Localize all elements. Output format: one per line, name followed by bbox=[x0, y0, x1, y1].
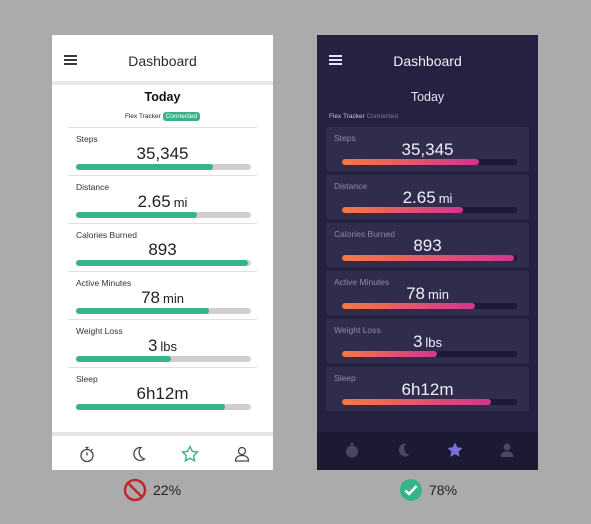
user-icon[interactable] bbox=[497, 440, 517, 460]
progress-bar bbox=[76, 212, 251, 218]
metric-label: Sleep bbox=[76, 374, 98, 384]
star-icon[interactable] bbox=[180, 444, 200, 464]
metric-label: Active Minutes bbox=[334, 277, 390, 287]
metric-value: 35,345 bbox=[136, 144, 189, 163]
metric-value: 2.65 mi bbox=[137, 192, 188, 211]
progress-fill bbox=[342, 351, 437, 357]
page-title: Dashboard bbox=[128, 53, 197, 69]
metric-value: 893 bbox=[413, 236, 442, 255]
progress-fill bbox=[342, 159, 479, 165]
prohibited-icon bbox=[123, 478, 147, 502]
light-theme-mockup: Dashboard Today Flex Tracker Connected S… bbox=[52, 35, 273, 470]
metric-card-calories[interactable]: Calories Burned 893 bbox=[68, 223, 257, 271]
connected-badge: Connected bbox=[162, 112, 201, 121]
result-percent: 22% bbox=[153, 482, 182, 498]
progress-bar bbox=[76, 260, 251, 266]
connected-badge: Connected bbox=[366, 113, 399, 120]
metric-label: Active Minutes bbox=[76, 278, 132, 288]
metric-label: Distance bbox=[76, 182, 110, 192]
bottom-tab-bar bbox=[52, 432, 273, 470]
metric-card-steps[interactable]: Steps 35,345 bbox=[326, 127, 529, 171]
progress-bar bbox=[342, 399, 517, 405]
stopwatch-icon[interactable] bbox=[77, 444, 97, 464]
progress-fill bbox=[342, 399, 491, 405]
progress-fill bbox=[76, 356, 171, 362]
star-icon[interactable] bbox=[445, 440, 465, 460]
progress-fill bbox=[76, 404, 225, 410]
moon-icon[interactable] bbox=[393, 440, 413, 460]
metric-card-active-minutes[interactable]: Active Minutes 78 min bbox=[68, 271, 257, 319]
metric-value: 893 bbox=[148, 240, 177, 259]
user-icon[interactable] bbox=[232, 444, 252, 464]
progress-fill bbox=[76, 212, 197, 218]
metric-card-weight-loss[interactable]: Weight Loss 3 lbs bbox=[326, 319, 529, 363]
metric-label: Calories Burned bbox=[334, 229, 395, 239]
metric-card-active-minutes[interactable]: Active Minutes 78 min bbox=[326, 271, 529, 315]
metric-value: 78 min bbox=[141, 288, 184, 307]
header: Dashboard bbox=[52, 35, 273, 85]
moon-icon[interactable] bbox=[128, 444, 148, 464]
metric-value: 78 min bbox=[406, 284, 449, 303]
metric-value: 6h12m bbox=[401, 380, 454, 399]
result-good: 78% bbox=[399, 478, 457, 502]
tracker-label: Flex Tracker bbox=[124, 113, 161, 120]
progress-fill bbox=[342, 255, 514, 261]
metric-label: Weight Loss bbox=[76, 326, 123, 336]
metric-value: 2.65 mi bbox=[402, 188, 453, 207]
result-bad: 22% bbox=[123, 478, 181, 502]
result-percent: 78% bbox=[429, 482, 458, 498]
metric-card-steps[interactable]: Steps 35,345 bbox=[68, 127, 257, 175]
metric-value: 6h12m bbox=[136, 384, 189, 403]
bottom-tab-bar bbox=[317, 432, 538, 470]
header: Dashboard bbox=[317, 35, 538, 85]
metric-card-sleep[interactable]: Sleep 6h12m bbox=[68, 367, 257, 415]
metric-label: Steps bbox=[76, 134, 98, 144]
progress-bar bbox=[342, 303, 517, 309]
stopwatch-icon[interactable] bbox=[342, 440, 362, 460]
metric-card-sleep[interactable]: Sleep 6h12m bbox=[326, 367, 529, 411]
metric-label: Steps bbox=[334, 133, 356, 143]
metric-value: 3 lbs bbox=[412, 332, 443, 351]
hamburger-menu-icon[interactable] bbox=[64, 55, 77, 65]
progress-bar bbox=[342, 159, 517, 165]
metric-value: 35,345 bbox=[401, 140, 454, 159]
progress-fill bbox=[342, 303, 475, 309]
dark-theme-mockup: Dashboard Today Flex Tracker Connected S… bbox=[317, 35, 538, 470]
page-title: Dashboard bbox=[393, 53, 462, 69]
today-heading: Today bbox=[410, 90, 445, 104]
metric-label: Weight Loss bbox=[334, 325, 381, 335]
metric-card-weight-loss[interactable]: Weight Loss 3 lbs bbox=[68, 319, 257, 367]
metric-card-distance[interactable]: Distance 2.65 mi bbox=[68, 175, 257, 223]
metric-list: Steps 35,345 Distance 2.65 mi Calories Bu… bbox=[68, 127, 257, 415]
progress-bar bbox=[342, 351, 517, 357]
progress-fill bbox=[76, 164, 213, 170]
metric-label: Calories Burned bbox=[76, 230, 137, 240]
metric-label: Sleep bbox=[334, 373, 356, 383]
progress-bar bbox=[76, 308, 251, 314]
metric-list: Steps 35,345 Distance 2.65 mi Calories Bu… bbox=[326, 127, 529, 415]
today-heading: Today bbox=[144, 90, 181, 104]
progress-bar bbox=[342, 207, 517, 213]
metric-label: Distance bbox=[334, 181, 368, 191]
metric-value: 3 lbs bbox=[147, 336, 178, 355]
metric-card-distance[interactable]: Distance 2.65 mi bbox=[326, 175, 529, 219]
progress-fill bbox=[76, 308, 209, 314]
progress-fill bbox=[342, 207, 463, 213]
progress-bar bbox=[76, 404, 251, 410]
progress-bar bbox=[76, 164, 251, 170]
progress-bar bbox=[342, 255, 517, 261]
tracker-label: Flex Tracker bbox=[329, 113, 365, 120]
tracker-status-line: Flex Tracker Connected bbox=[329, 113, 398, 120]
progress-fill bbox=[76, 260, 248, 266]
tracker-status-line: Flex Tracker Connected bbox=[52, 112, 273, 121]
progress-bar bbox=[76, 356, 251, 362]
metric-card-calories[interactable]: Calories Burned 893 bbox=[326, 223, 529, 267]
check-circle-icon bbox=[400, 479, 422, 501]
hamburger-menu-icon[interactable] bbox=[329, 55, 342, 65]
